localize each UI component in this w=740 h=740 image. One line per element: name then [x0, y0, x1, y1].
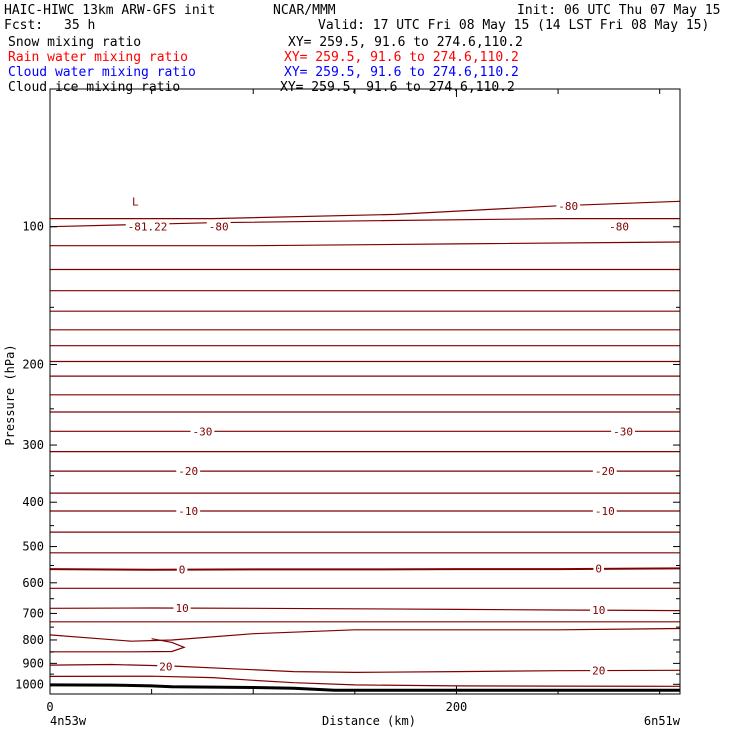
- contour-line: [50, 200, 681, 220]
- cloud-ice-field-name: Cloud ice mixing ratio: [8, 80, 181, 95]
- snow-field-xy: XY= 259.5, 91.6 to 274.6,110.2: [288, 35, 523, 50]
- contour-line: [50, 638, 186, 653]
- y-tick-label: 800: [22, 633, 44, 647]
- y-tick-label: 500: [22, 540, 44, 554]
- forecast-hours: 35 h: [64, 18, 96, 33]
- contour-label: -30: [613, 425, 633, 438]
- contour-label-bg: [190, 424, 215, 438]
- rain-field-name: Rain water mixing ratio: [8, 50, 189, 65]
- x-end-label: 6n51w: [644, 714, 681, 728]
- y-tick-label: 300: [22, 438, 44, 452]
- low-marker: L: [132, 195, 139, 208]
- contour-label-bg: [592, 464, 617, 478]
- contour-label-bg: [593, 561, 605, 575]
- plot-frame: [49, 88, 681, 695]
- y-tick-label: 400: [22, 495, 44, 509]
- contour-label: 20: [592, 665, 605, 678]
- contour-label: -10: [595, 505, 615, 518]
- y-tick-label: 100: [22, 220, 44, 234]
- contour-label-bg: [176, 464, 201, 478]
- x-tick-label: 0: [46, 700, 53, 714]
- contour-line: [49, 627, 681, 642]
- forecast-label: Fcst:: [4, 18, 44, 33]
- contour-label-bg: [176, 503, 201, 517]
- y-tick-label: 700: [22, 606, 44, 620]
- contour-label: -81.22: [128, 221, 168, 234]
- y-tick-label: 1000: [15, 677, 44, 691]
- contour-label-bg: [157, 659, 175, 673]
- y-tick-label: 600: [22, 576, 44, 590]
- contour-label-bg: [611, 424, 635, 438]
- contour-label: 20: [159, 661, 172, 674]
- contour-label-bg: [125, 219, 170, 233]
- contour-label-bg: [176, 562, 188, 576]
- contour-label-bg: [590, 602, 608, 616]
- cloud-water-field-xy: XY= 259.5, 91.6 to 274.6,110.2: [284, 65, 519, 80]
- contour-label: 10: [175, 602, 188, 615]
- x-tick-label: 200: [446, 700, 468, 714]
- contour-line: [49, 567, 681, 571]
- contour-line: [49, 607, 681, 612]
- contour-line: [49, 675, 681, 687]
- cloud-ice-field-xy: XY= 259.5, 91.6 to 274.6,110.2: [280, 80, 515, 95]
- contour-label: -20: [595, 465, 615, 478]
- contour-label: -30: [192, 425, 212, 438]
- contour-label-bg: [607, 219, 631, 233]
- contour-label: -80: [558, 200, 578, 213]
- y-tick-label: 900: [22, 656, 44, 670]
- contour-label-bg: [590, 663, 608, 677]
- contour-label: 0: [179, 563, 186, 576]
- contour-label-bg: [592, 503, 617, 517]
- x-axis-title: Distance (km): [322, 714, 416, 728]
- contour-label: 10: [592, 604, 605, 617]
- ground-surface-line: [49, 683, 680, 692]
- cloud-water-field-name: Cloud water mixing ratio: [8, 65, 196, 80]
- contour-line: [49, 218, 680, 228]
- y-tick-label: 200: [22, 357, 44, 371]
- contour-label: -10: [178, 505, 198, 518]
- contour-line: [50, 241, 681, 247]
- contour-label: 0: [595, 562, 602, 575]
- init-time: Init: 06 UTC Thu 07 May 15: [517, 3, 721, 18]
- valid-time: Valid: 17 UTC Fri 08 May 15 (14 LST Fri …: [318, 18, 710, 33]
- contour-label-bg: [206, 219, 231, 233]
- contour-label-bg: [556, 198, 581, 212]
- y-axis-title: Pressure (hPa): [3, 344, 17, 445]
- x-start-label: 4n53w: [50, 714, 87, 728]
- contour-labels: -81.22 -80 -80 -80 -30 -30 -20 -20 -10 -10 0 0 10 10 2…: [125, 195, 635, 678]
- contour-label: -80: [609, 221, 629, 234]
- rain-field-xy: XY= 259.5, 91.6 to 274.6,110.2: [284, 50, 519, 65]
- contour-label-bg: [173, 600, 191, 614]
- organization-label: NCAR/MMM: [273, 3, 336, 18]
- model-title: HAIC-HIWC 13km ARW-GFS init: [4, 3, 216, 18]
- snow-field-name: Snow mixing ratio: [8, 35, 142, 50]
- contour-lines: [49, 200, 681, 692]
- contour-label: -80: [209, 221, 229, 234]
- contour-line: [49, 663, 681, 674]
- contour-label: -20: [178, 465, 198, 478]
